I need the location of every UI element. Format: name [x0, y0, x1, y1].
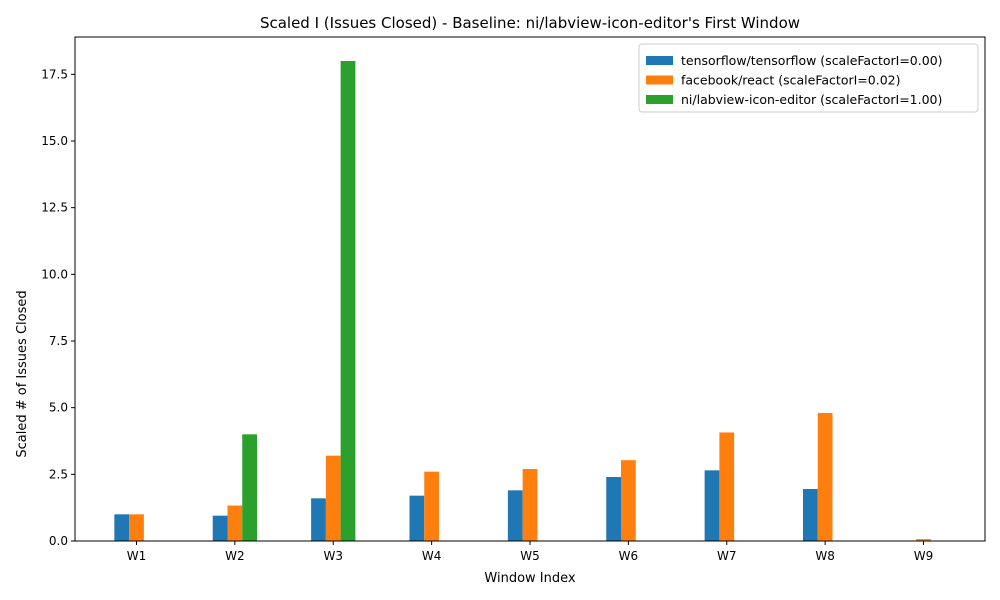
bar-W4-series-2	[424, 471, 439, 541]
bar-W2-series-1	[212, 515, 228, 541]
y-tick-label-2: 5.0	[49, 401, 68, 415]
bar-W7-series-2	[719, 432, 735, 541]
y-tick-label-5: 12.5	[41, 201, 68, 215]
legend-label-3: ni/labview-icon-editor (scaleFactorI=1.0…	[681, 92, 942, 107]
legend-label-2: facebook/react (scaleFactorI=0.02)	[681, 73, 900, 88]
legend-box	[638, 43, 979, 113]
bar-W4-series-1	[409, 495, 425, 541]
bar-W1-series-2	[129, 514, 144, 541]
legend-swatch-1	[646, 56, 673, 65]
y-axis-label: Scaled # of Issues Closed	[15, 290, 30, 457]
y-tick-label-6: 15.0	[41, 134, 68, 148]
bar-W9-series-2	[916, 539, 931, 541]
x-tick-label-W1: W1	[127, 549, 147, 563]
x-tick-label-W2: W2	[225, 549, 245, 563]
bar-W6-series-1	[606, 477, 621, 541]
x-tick-label-W9: W9	[914, 549, 934, 563]
legend-swatch-2	[646, 75, 673, 85]
chart-title: Scaled I (Issues Closed) - Baseline: ni/…	[260, 14, 800, 32]
bar-W6-series-2	[621, 460, 636, 541]
x-tick-label-W4: W4	[422, 549, 442, 563]
bar-W3-series-2	[325, 455, 341, 541]
x-tick-label-W7: W7	[717, 549, 737, 563]
y-tick-label-4: 10.0	[41, 267, 68, 281]
x-tick-label-W5: W5	[520, 549, 540, 563]
bar-W7-series-1	[704, 470, 720, 541]
bar-W5-series-2	[522, 469, 538, 541]
y-tick-label-3: 7.5	[49, 334, 68, 348]
x-tick-label-W8: W8	[815, 549, 835, 563]
bar-W3-series-3	[340, 61, 356, 541]
plot-area: W1 W2 W3 W4 W5 W6 W7 W8 W9 0.0 2.5 5.0 7.5 10.0 12.5 15…	[41, 36, 986, 563]
plot-frame	[74, 36, 986, 542]
y-tick-label-1: 2.5	[49, 467, 68, 481]
legend-swatch-3	[646, 95, 673, 104]
x-tick-label-W6: W6	[619, 549, 639, 563]
y-tick-label-0: 0.0	[49, 534, 68, 548]
bar-W8-series-1	[803, 489, 818, 541]
legend: tensorflow/tensorflow (scaleFactorI=0.00…	[638, 43, 979, 113]
bar-W3-series-1	[311, 498, 326, 541]
x-tick-label-W3: W3	[323, 549, 343, 563]
x-axis-label: Window Index	[484, 571, 575, 586]
y-tick-label-7: 17.5	[41, 67, 68, 81]
bar-W5-series-1	[507, 490, 523, 541]
bar-W8-series-2	[817, 413, 833, 541]
bar-W2-series-3	[242, 434, 257, 541]
bar-W1-series-1	[114, 514, 130, 541]
bar-W2-series-2	[227, 505, 243, 541]
legend-label-1: tensorflow/tensorflow (scaleFactorI=0.00…	[681, 53, 943, 68]
